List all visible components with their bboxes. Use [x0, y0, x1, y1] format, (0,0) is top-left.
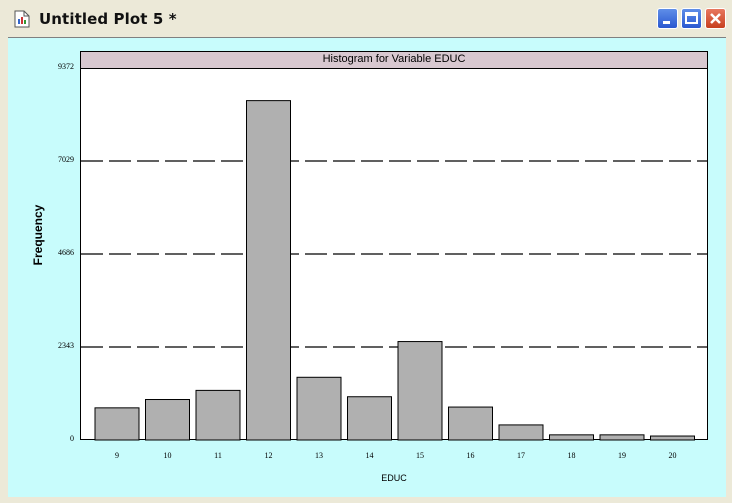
close-button[interactable]	[705, 8, 726, 29]
x-tick-label: 9	[115, 451, 119, 460]
x-tick-label: 18	[567, 451, 576, 460]
x-tick-label: 13	[315, 451, 323, 460]
x-tick-label: 20	[668, 451, 677, 460]
x-tick-label: 19	[618, 451, 626, 460]
x-tick-label: 12	[264, 451, 273, 460]
maximize-icon	[685, 12, 698, 24]
maximize-button[interactable]	[681, 8, 702, 29]
histogram-bar	[94, 407, 140, 441]
minimize-button[interactable]	[657, 8, 678, 29]
histogram-bar	[246, 100, 291, 441]
histogram-bar	[296, 376, 342, 441]
y-tick-label: 4686	[58, 248, 74, 257]
title-bar[interactable]: Untitled Plot 5 *	[6, 0, 732, 37]
x-tick-label: 14	[365, 451, 374, 460]
histogram-bar	[397, 341, 443, 441]
x-tick-label: 10	[163, 451, 172, 460]
histogram-bar	[448, 406, 493, 441]
chart-title: Histogram for Variable EDUC	[322, 53, 466, 65]
x-axis-label: EDUC	[381, 473, 407, 483]
y-tick-label: 9372	[58, 62, 74, 71]
y-tick-label: 2343	[58, 341, 74, 350]
y-axis-label: Frequency	[31, 204, 45, 266]
histogram-bar	[195, 389, 241, 441]
histogram-bar	[347, 396, 392, 441]
histogram-bar	[650, 435, 695, 441]
histogram-bar	[599, 434, 645, 441]
window-title: Untitled Plot 5 *	[39, 10, 177, 28]
y-tick-label: 0	[70, 434, 74, 443]
histogram-bar	[498, 424, 544, 441]
y-tick-label: 7029	[58, 155, 74, 164]
x-tick-label: 11	[214, 451, 222, 460]
close-icon	[710, 13, 721, 24]
document-icon	[14, 10, 30, 28]
x-tick-label: 17	[517, 451, 525, 460]
x-tick-label: 15	[416, 451, 424, 460]
minimize-icon	[663, 21, 670, 24]
x-tick-label: 16	[466, 451, 475, 460]
histogram-bar	[145, 399, 190, 441]
histogram-bar	[549, 434, 594, 441]
